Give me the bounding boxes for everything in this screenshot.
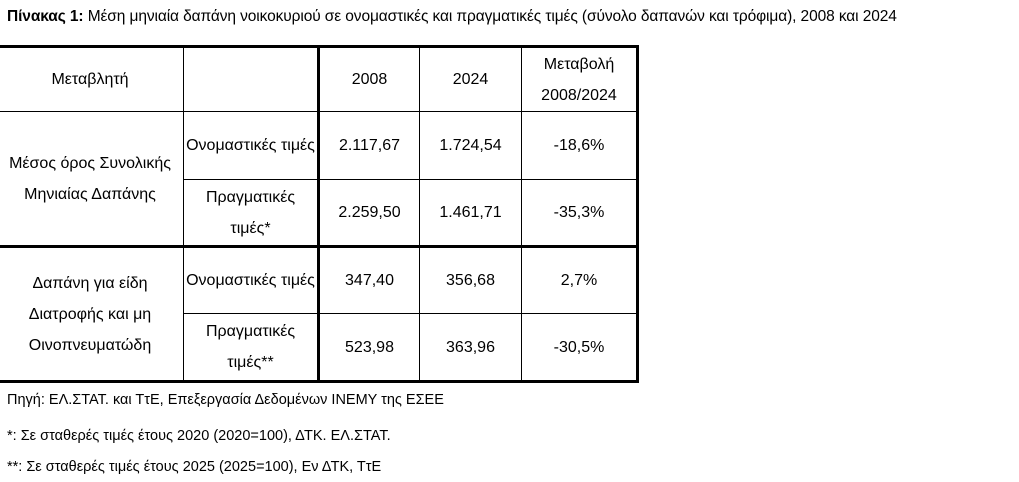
footnote-double-asterisk: **: Σε σταθερές τιμές έτους 2025 (2025=1…: [7, 459, 382, 475]
cell-food-real-change: -30,5%: [521, 313, 638, 382]
table-row: Δαπάνη για είδη Διατροφής και μη Οινοπνε…: [0, 246, 638, 382]
cell-food-nominal-change: 2,7%: [521, 246, 638, 314]
cell-food-nominal-2024: 356,68: [419, 246, 522, 314]
header-2024: 2024: [419, 46, 522, 112]
cell-total-nominal-2008: 2.117,67: [317, 111, 420, 180]
group-name-food-expenditure: Δαπάνη για είδη Διατροφής και μη Οινοπνε…: [0, 246, 184, 382]
source-note: Πηγή: ΕΛ.ΣΤΑΤ. και ΤτΕ, Επεξεργασία Δεδο…: [7, 392, 444, 408]
table-caption: Πίνακας 1: Μέση μηνιαία δαπάνη νοικοκυρι…: [7, 8, 897, 26]
table-header-row: Μεταβλητή 2008 2024 Μεταβολή 2008/2024: [0, 46, 638, 112]
group-name-total-monthly-expenditure: Μέσος όρος Συνολικής Μηνιαίας Δαπάνης: [0, 111, 184, 248]
cell-total-real-2008: 2.259,50: [317, 179, 420, 248]
table-row: Πραγματικές τιμές** 523,98 363,96 -30,5%: [0, 313, 638, 382]
cell-total-real-change: -35,3%: [521, 179, 638, 248]
cell-food-real-2008: 523,98: [317, 313, 420, 382]
header-change: Μεταβολή 2008/2024: [521, 46, 638, 112]
cell-food-nominal-2008: 347,40: [317, 246, 420, 314]
table-caption-label: Πίνακας 1:: [7, 8, 84, 25]
row-label-real: Πραγματικές τιμές*: [183, 179, 319, 248]
header-price-type-empty: [183, 46, 319, 112]
cell-total-real-2024: 1.461,71: [419, 179, 522, 248]
row-label-nominal: Ονομαστικές τιμές: [183, 111, 319, 180]
cell-total-nominal-change: -18,6%: [521, 111, 638, 180]
cell-food-real-2024: 363,96: [419, 313, 522, 382]
table-caption-text: Μέση μηνιαία δαπάνη νοικοκυριού σε ονομα…: [87, 8, 897, 25]
header-2008: 2008: [317, 46, 420, 112]
table-row: Μέσος όρος Συνολικής Μηνιαίας Δαπάνης Ον…: [0, 111, 638, 248]
cell-total-nominal-2024: 1.724,54: [419, 111, 522, 180]
row-label-nominal: Ονομαστικές τιμές: [183, 246, 319, 314]
expenditure-table: Μεταβλητή 2008 2024 Μεταβολή 2008/2024 Μ…: [0, 45, 639, 383]
footnote-asterisk: *: Σε σταθερές τιμές έτους 2020 (2020=10…: [7, 428, 391, 444]
row-label-real: Πραγματικές τιμές**: [183, 313, 319, 382]
header-variable: Μεταβλητή: [0, 46, 184, 112]
table-row: Πραγματικές τιμές* 2.259,50 1.461,71 -35…: [0, 179, 638, 248]
